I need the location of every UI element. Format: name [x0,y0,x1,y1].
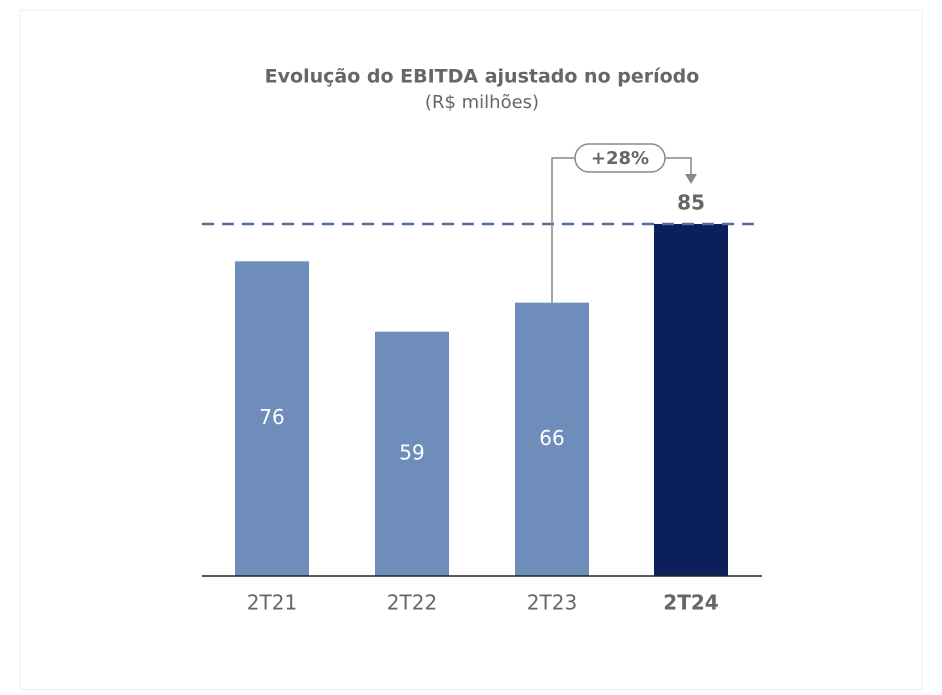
value-label: 66 [539,426,564,450]
chart-title: Evolução do EBITDA ajustado no período [265,66,700,88]
frame [19,9,923,691]
value-label: 76 [259,405,284,429]
value-label: 85 [677,191,705,215]
bar [375,331,449,576]
bar [235,261,309,576]
annotation-label: +28% [591,148,649,169]
x-tick-label: 2T21 [247,591,297,615]
chart-subtitle: (R$ milhões) [425,92,539,113]
annotation-pill [574,143,666,173]
x-tick-label: 2T24 [663,591,718,615]
bar [654,224,728,576]
annotation-arrow [551,157,692,303]
x-tick-label: 2T22 [387,591,437,615]
value-label: 59 [399,440,424,464]
arrow-head [685,174,697,184]
x-tick-label: 2T23 [527,591,577,615]
bar [515,302,589,576]
